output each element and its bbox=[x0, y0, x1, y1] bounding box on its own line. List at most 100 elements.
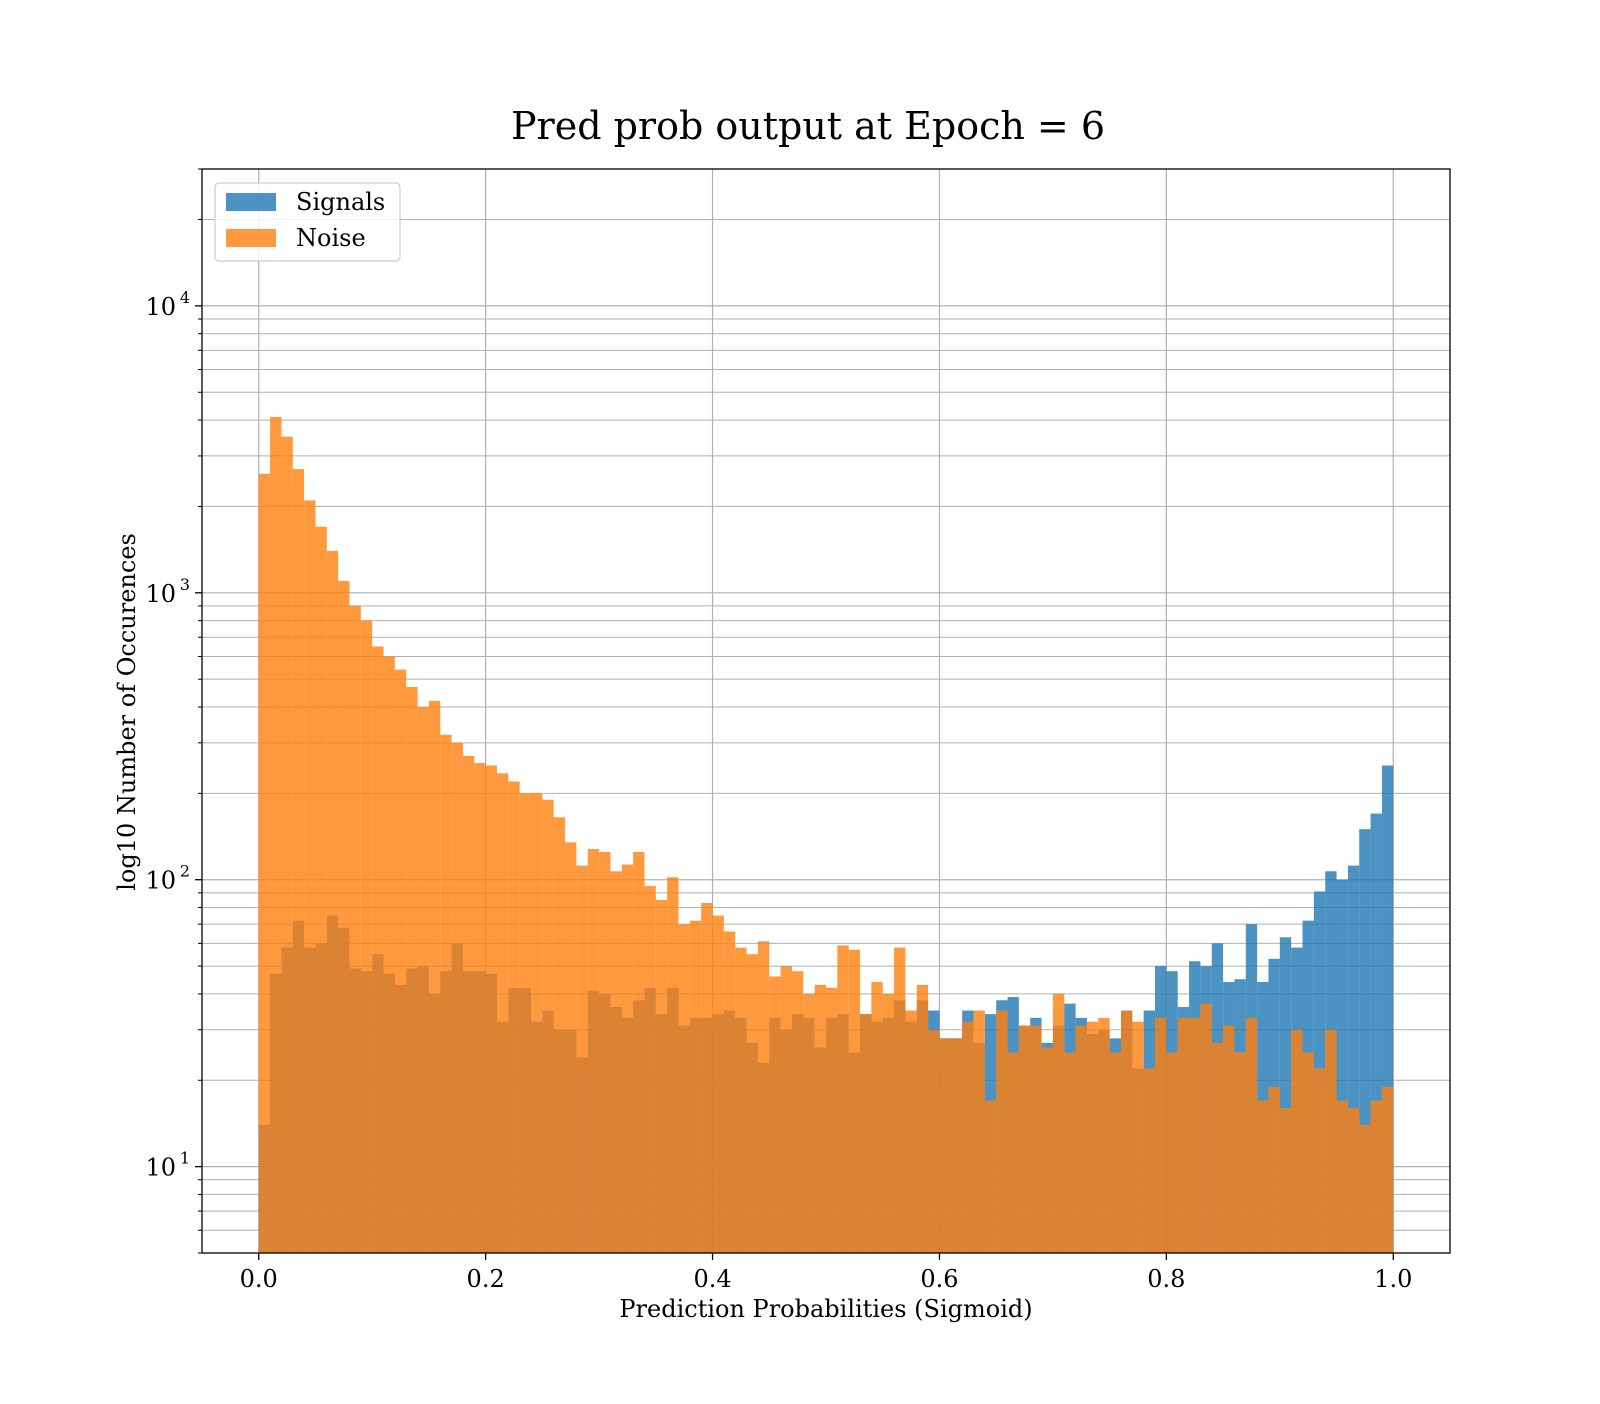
x-tick-labels: 0.0 0.2 0.4 0.6 0.8 1.0 bbox=[240, 1265, 1413, 1293]
noise-bar bbox=[723, 931, 736, 1253]
signals-bar bbox=[1279, 937, 1292, 1253]
noise-bar bbox=[360, 620, 373, 1253]
noise-bar bbox=[496, 773, 509, 1253]
noise-bar bbox=[326, 550, 339, 1253]
noise-bar bbox=[973, 1010, 985, 1253]
plot-frame bbox=[201, 168, 1451, 1254]
noise-bar bbox=[1098, 1017, 1110, 1253]
noise-bar bbox=[1268, 1086, 1280, 1253]
noise-bar bbox=[939, 1038, 951, 1253]
noise-bar bbox=[1155, 1017, 1167, 1253]
noise-bar bbox=[984, 1100, 997, 1253]
noise-bar bbox=[678, 924, 690, 1253]
noise-bar bbox=[1166, 1052, 1178, 1253]
noise-bar bbox=[667, 877, 679, 1253]
noise-bar bbox=[1347, 1108, 1360, 1253]
signals-bar bbox=[1347, 865, 1360, 1253]
noise-bar bbox=[1325, 1029, 1337, 1253]
noise-bar bbox=[1132, 1021, 1144, 1253]
noise-bar bbox=[531, 793, 543, 1253]
x-axis-label: Prediction Probabilities (Sigmoid) bbox=[619, 1295, 1032, 1323]
noise-bar bbox=[1279, 1108, 1292, 1253]
y-tick-label: 10 bbox=[145, 1154, 176, 1182]
noise-bar bbox=[451, 742, 463, 1253]
noise-bar bbox=[1257, 1100, 1269, 1253]
noise-bar bbox=[1086, 1021, 1099, 1253]
noise-bar bbox=[1177, 1017, 1190, 1253]
noise-bar bbox=[962, 1021, 974, 1253]
noise-bar bbox=[780, 966, 792, 1253]
x-tick-label: 0.6 bbox=[920, 1265, 958, 1293]
noise-bar bbox=[1052, 993, 1065, 1253]
noise-bar bbox=[1381, 1086, 1394, 1253]
y-tick-label: 10 bbox=[145, 293, 176, 321]
y-tick-exponent: 2 bbox=[180, 862, 190, 881]
legend: Signals Noise bbox=[214, 182, 401, 262]
noise-bar bbox=[1030, 1025, 1042, 1253]
noise-bar bbox=[1109, 1052, 1121, 1253]
x-tick-label: 0.2 bbox=[467, 1265, 505, 1293]
noise-bar bbox=[905, 1010, 917, 1253]
noise-bar bbox=[270, 416, 282, 1253]
noise-bar bbox=[871, 982, 883, 1253]
noise-bar bbox=[746, 954, 758, 1253]
noise-bar bbox=[576, 865, 588, 1253]
noise-bar bbox=[621, 864, 634, 1253]
noise-bar bbox=[417, 706, 429, 1253]
noise-bar bbox=[882, 993, 895, 1253]
noise-bar bbox=[315, 526, 327, 1253]
noise-bar bbox=[1291, 1029, 1303, 1253]
noise-bar bbox=[542, 799, 554, 1253]
noise-bar bbox=[383, 656, 395, 1253]
noise-bar bbox=[860, 1014, 872, 1253]
noise-bar bbox=[440, 734, 452, 1253]
noise-bar bbox=[553, 817, 566, 1253]
x-tick-label: 1.0 bbox=[1374, 1265, 1412, 1293]
legend-swatch-noise bbox=[226, 229, 276, 247]
y-tick-exponent: 1 bbox=[180, 1149, 190, 1168]
noise-bar bbox=[1302, 1052, 1314, 1253]
noise-bar bbox=[689, 920, 702, 1253]
noise-bar bbox=[474, 763, 486, 1253]
noise-bar bbox=[655, 899, 668, 1253]
signals-bar bbox=[1336, 879, 1348, 1253]
noise-bar bbox=[1211, 1042, 1224, 1253]
noise-bar bbox=[1120, 1010, 1133, 1253]
noise-bar bbox=[1189, 1017, 1201, 1253]
noise-bar bbox=[1200, 1003, 1212, 1253]
noise-bar bbox=[1064, 1052, 1076, 1253]
noise-bar bbox=[791, 971, 804, 1253]
y-tick-label: 10 bbox=[145, 580, 176, 608]
noise-bar bbox=[712, 915, 724, 1253]
noise-bar bbox=[996, 1010, 1008, 1253]
noise-bar bbox=[803, 993, 815, 1253]
noise-bar bbox=[462, 755, 475, 1253]
y-tick-label: 10 bbox=[145, 867, 176, 895]
y-axis-label: log10 Number of Occurences bbox=[113, 533, 141, 891]
noise-bar bbox=[428, 700, 441, 1253]
noise-bar bbox=[928, 1029, 940, 1253]
noise-bar bbox=[394, 669, 407, 1253]
x-tick-label: 0.8 bbox=[1147, 1265, 1185, 1293]
noise-bar bbox=[1041, 1047, 1053, 1253]
noise-bar bbox=[519, 793, 532, 1253]
noise-bar bbox=[950, 1038, 963, 1253]
axes bbox=[195, 168, 1451, 1260]
noise-bar bbox=[1336, 1100, 1348, 1253]
y-tick-exponent: 4 bbox=[180, 288, 190, 307]
noise-bar bbox=[644, 886, 656, 1253]
noise-bar bbox=[599, 851, 611, 1253]
noise-bar bbox=[769, 976, 781, 1253]
noise-bar bbox=[916, 984, 929, 1253]
noise-bar bbox=[1075, 1025, 1087, 1253]
x-tick-label: 0.4 bbox=[693, 1265, 731, 1293]
noise-bar bbox=[1359, 1124, 1371, 1253]
legend-swatch-signals bbox=[226, 193, 276, 211]
signals-bar bbox=[1359, 829, 1371, 1253]
noise-bar bbox=[701, 902, 713, 1253]
chart-title: Pred prob output at Epoch = 6 bbox=[511, 104, 1105, 148]
noise-bar bbox=[485, 765, 497, 1253]
